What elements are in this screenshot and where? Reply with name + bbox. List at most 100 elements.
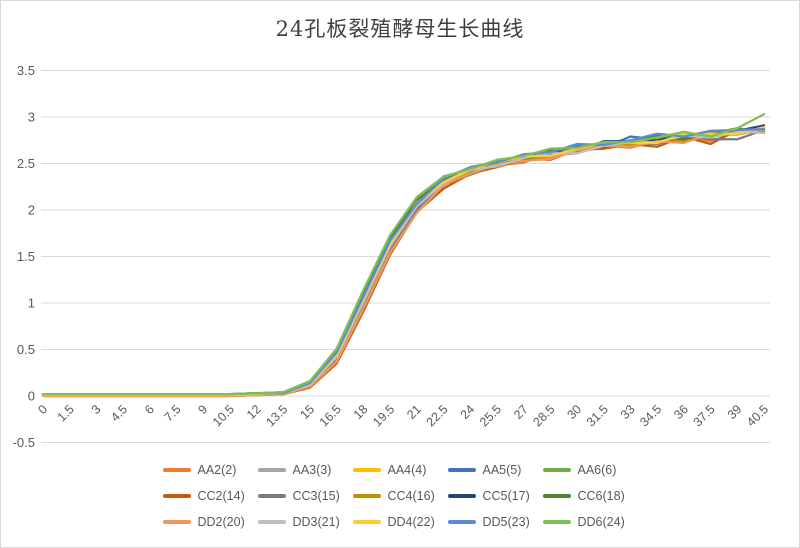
series-line-cc416: [41, 129, 766, 397]
x-tick-label: 27: [511, 402, 531, 422]
series-line-cc517: [41, 124, 766, 397]
legend-label: AA5(5): [482, 463, 522, 477]
legend-item: DD4(22): [352, 509, 448, 535]
legend-item: DD2(20): [162, 509, 258, 535]
legend-line-swatch-icon: [447, 468, 476, 472]
series-line-cc214: [41, 127, 766, 398]
legend-label: CC6(18): [577, 489, 625, 503]
legend-line-swatch-icon: [257, 494, 286, 498]
x-tick-label: 9: [196, 402, 211, 417]
chart-title: 24孔板裂殖酵母生长曲线: [275, 17, 525, 41]
legend-line-swatch-icon: [162, 494, 191, 498]
legend-item: CC2(14): [162, 483, 258, 509]
legend-item: CC5(17): [447, 483, 543, 509]
x-tick-label: 19.5: [370, 402, 397, 429]
series-line-aa55: [41, 130, 766, 397]
x-tick-label: 10.5: [210, 402, 237, 429]
x-tick-label: 18: [351, 402, 371, 422]
y-tick-label: 2: [28, 203, 35, 218]
x-tick-label: 21: [404, 402, 424, 422]
legend-item: CC6(18): [542, 483, 638, 509]
series-line-dd624: [41, 113, 766, 396]
x-tick-label: 34.5: [637, 402, 664, 429]
chart-legend: AA2(2) AA3(3) AA4(4) AA5(5) AA6(6) CC2(14) CC3…: [1, 457, 799, 535]
legend-line-swatch-icon: [257, 520, 286, 524]
legend-row: AA2(2) AA3(3) AA4(4) AA5(5) AA6(6): [1, 457, 799, 483]
legend-line-swatch-icon: [352, 494, 381, 498]
legend-item: DD6(24): [542, 509, 638, 535]
legend-label: AA6(6): [577, 463, 617, 477]
legend-label: DD3(21): [292, 515, 340, 529]
x-tick-label: 4.5: [108, 402, 130, 424]
series-line-dd321: [41, 130, 766, 397]
legend-label: AA3(3): [292, 463, 332, 477]
legend-row: DD2(20) DD3(21) DD4(22) DD5(23) DD6(24): [1, 509, 799, 535]
legend-label: DD4(22): [387, 515, 435, 529]
x-tick-label: 24: [458, 402, 478, 422]
x-tick-label: 25.5: [477, 402, 504, 429]
x-tick-label: 3: [89, 402, 104, 417]
x-tick-label: 12: [244, 402, 264, 422]
legend-item: CC3(15): [257, 483, 353, 509]
x-tick-label: 15: [297, 402, 317, 422]
series-line-cc618: [41, 127, 766, 396]
legend-label: DD2(20): [197, 515, 245, 529]
legend-line-swatch-icon: [447, 494, 476, 498]
legend-item: CC4(16): [352, 483, 448, 509]
x-tick-label: 36: [671, 402, 691, 422]
y-tick-label: 2.5: [17, 156, 35, 171]
x-tick-label: 13.5: [263, 402, 290, 429]
legend-line-swatch-icon: [162, 468, 191, 472]
legend-item: AA4(4): [352, 457, 448, 483]
legend-line-swatch-icon: [352, 520, 381, 524]
legend-line-swatch-icon: [447, 520, 476, 524]
legend-line-swatch-icon: [352, 468, 381, 472]
x-tick-label: 1.5: [55, 402, 77, 424]
x-tick-label: 16.5: [317, 402, 344, 429]
legend-label: DD5(23): [482, 515, 530, 529]
y-tick-label: 3: [28, 110, 35, 125]
legend-label: AA4(4): [387, 463, 427, 477]
x-tick-label: 28.5: [530, 402, 557, 429]
series-line-cc315: [41, 128, 766, 398]
x-tick-label: 40.5: [744, 402, 771, 429]
y-tick-label: 0: [28, 389, 35, 404]
series-line-dd422: [41, 126, 766, 397]
legend-label: CC2(14): [197, 489, 245, 503]
x-tick-label: 22.5: [424, 402, 451, 429]
series-line-dd523: [41, 127, 766, 396]
series-line-aa33: [41, 127, 766, 397]
legend-line-swatch-icon: [162, 520, 191, 524]
y-tick-label: 3.5: [17, 63, 35, 78]
legend-label: CC3(15): [292, 489, 340, 503]
legend-row: CC2(14) CC3(15) CC4(16) CC5(17) CC6(18): [1, 483, 799, 509]
series-line-aa66: [41, 127, 766, 396]
legend-item: AA2(2): [162, 457, 258, 483]
legend-line-swatch-icon: [542, 468, 571, 472]
legend-item: AA6(6): [542, 457, 638, 483]
x-tick-label: 30: [564, 402, 584, 422]
legend-item: AA5(5): [447, 457, 543, 483]
legend-line-swatch-icon: [542, 494, 571, 498]
series-line-aa22: [41, 130, 766, 397]
x-tick-label: 39: [725, 402, 745, 422]
legend-item: DD3(21): [257, 509, 353, 535]
legend-item: DD5(23): [447, 509, 543, 535]
x-tick-label: 7.5: [161, 402, 183, 424]
y-tick-label: 0.5: [17, 342, 35, 357]
y-tick-label: 1: [28, 296, 35, 311]
series-line-dd220: [41, 127, 766, 398]
x-tick-label: 6: [142, 402, 157, 417]
legend-label: DD6(24): [577, 515, 625, 529]
x-tick-label: 37.5: [691, 402, 718, 429]
x-tick-label: 33: [618, 402, 638, 422]
y-tick-label: 1.5: [17, 249, 35, 264]
legend-label: CC4(16): [387, 489, 435, 503]
legend-line-swatch-icon: [542, 520, 571, 524]
legend-label: CC5(17): [482, 489, 530, 503]
legend-label: AA2(2): [197, 463, 237, 477]
series-line-aa44: [41, 126, 766, 397]
x-tick-label: 0: [35, 402, 50, 417]
